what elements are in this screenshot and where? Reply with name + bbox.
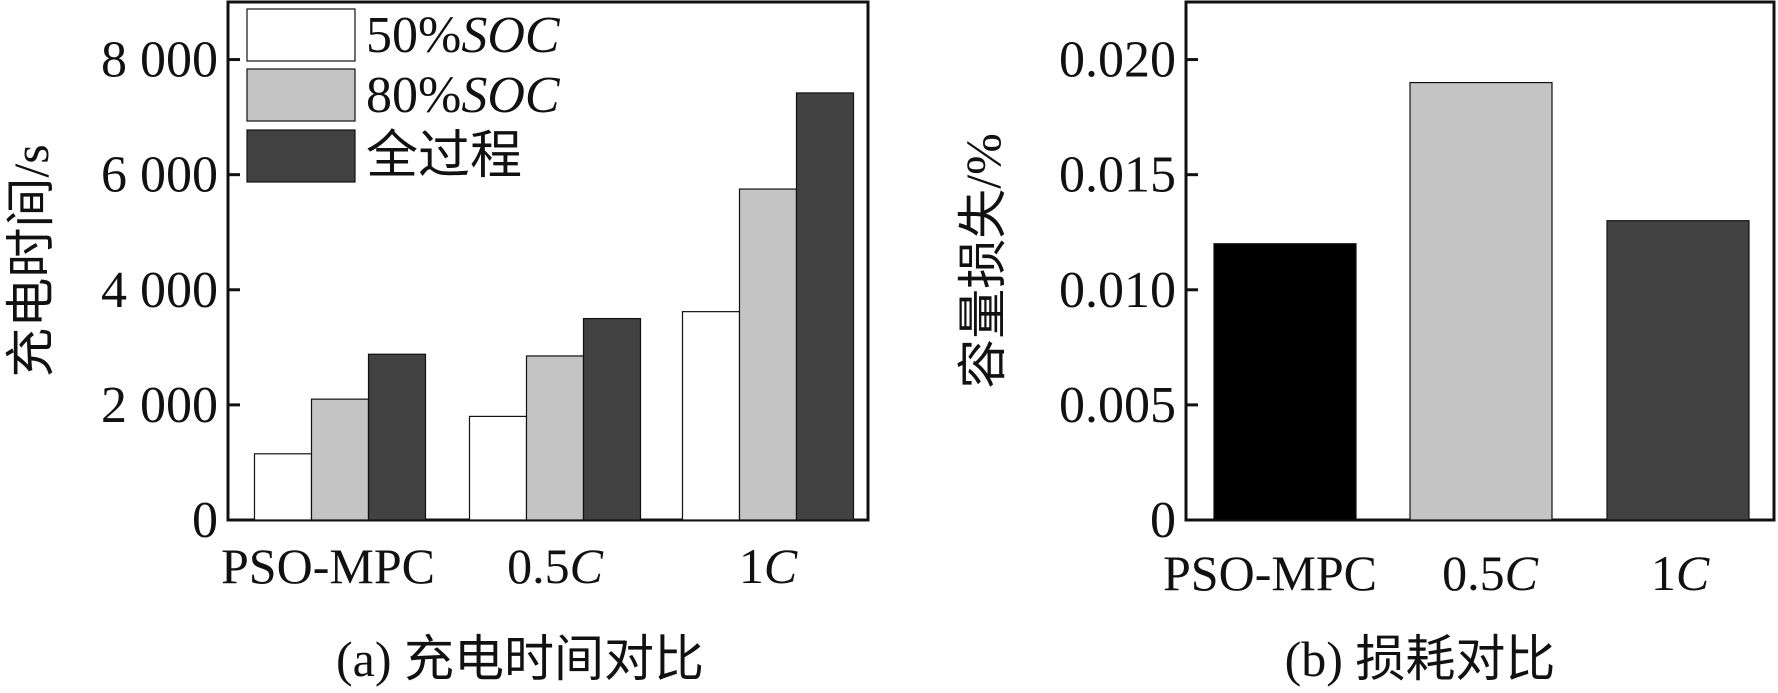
- chart-a-bar: [525, 355, 585, 521]
- chart-a-bar: [468, 415, 528, 521]
- chart-b-y-ticks: 0 0.005 0.010 0.015 0.020: [1059, 32, 1198, 549]
- chart-a-caption: (a) 充电时间对比: [336, 631, 704, 687]
- chart-b-bar: [1213, 243, 1357, 521]
- chart-b-caption: (b) 损耗对比: [1285, 631, 1556, 687]
- chart-a-legend-label: 全过程: [366, 128, 522, 185]
- chart-a-y-axis-label: 充电时间/s: [3, 144, 59, 377]
- chart-b-y-tick-label: 0: [1150, 492, 1176, 549]
- chart-b-y-tick-label: 0.015: [1059, 147, 1176, 204]
- chart-a-bar: [367, 353, 427, 521]
- chart-a-bar: [310, 398, 370, 521]
- chart-b-bar: [1606, 220, 1750, 521]
- chart-b-x-category-label: 1C: [1651, 545, 1710, 601]
- chart-b-y-tick-label: 0.005: [1059, 377, 1176, 434]
- chart-a-bar: [738, 188, 798, 521]
- chart-a-bar: [253, 453, 313, 521]
- chart-a-y-tick-label: 0: [192, 492, 218, 549]
- chart-a-y-tick-label: 4 000: [101, 262, 218, 319]
- chart-capacity-loss: 0 0.005 0.010 0.015 0.020 PSO-MPC 0.5C 1C 容量损失…: [955, 0, 1776, 687]
- chart-b-bars: [1213, 81, 1750, 521]
- chart-a-bar: [582, 317, 642, 521]
- chart-a-y-tick-label: 8 000: [101, 32, 218, 89]
- chart-b-x-category-label: 0.5C: [1442, 545, 1539, 601]
- chart-a-y-tick-label: 6 000: [101, 147, 218, 204]
- chart-b-y-tick-label: 0.010: [1059, 262, 1176, 319]
- chart-a-x-category-label: 0.5C: [507, 538, 604, 594]
- chart-a-legend-swatch: [246, 68, 356, 122]
- chart-a-bars: [253, 92, 855, 521]
- chart-b-y-axis-label: 容量损失/%: [955, 133, 1011, 389]
- chart-a-x-categories: PSO-MPC 0.5C 1C: [221, 538, 798, 594]
- chart-a-x-category-label: 1C: [739, 538, 798, 594]
- chart-b-x-categories: PSO-MPC 0.5C 1C: [1163, 545, 1710, 601]
- chart-a-bar: [795, 92, 855, 521]
- chart-b-y-tick-label: 0.020: [1059, 32, 1176, 89]
- chart-charging-time: 0 2 000 4 000 6 000 8 000 PSO-MPC 0.5C 1C 50%S…: [3, 0, 870, 687]
- chart-a-legend-label: 50%SOC: [366, 7, 561, 64]
- chart-a-bar: [681, 311, 741, 521]
- chart-b-x-category-label: PSO-MPC: [1163, 545, 1377, 601]
- chart-a-legend-swatch: [246, 8, 356, 62]
- chart-a-legend-swatch: [246, 129, 356, 183]
- chart-a-y-ticks: 0 2 000 4 000 6 000 8 000: [101, 32, 240, 549]
- chart-a-y-tick-label: 2 000: [101, 377, 218, 434]
- chart-a-x-category-label: PSO-MPC: [221, 538, 435, 594]
- chart-a-legend-label: 80%SOC: [366, 67, 561, 124]
- chart-b-bar: [1409, 81, 1553, 521]
